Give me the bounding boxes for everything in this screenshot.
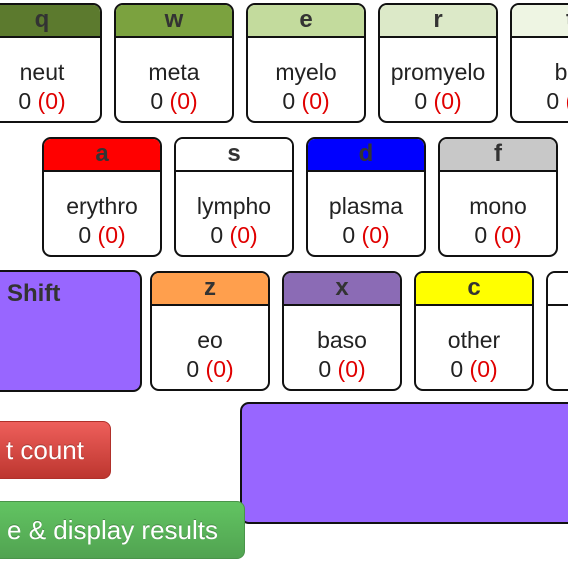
cell-count: 0 (0): [546, 88, 568, 114]
key-letter: s: [176, 139, 292, 172]
cell-type-label: plasma: [328, 193, 404, 219]
cell-count: 0 (0): [282, 88, 330, 114]
shift-key[interactable]: Shift: [0, 270, 142, 392]
save-display-results-button[interactable]: e & display results: [0, 501, 245, 559]
key-c[interactable]: c other 0 (0): [414, 271, 534, 391]
key-letter: a: [44, 139, 160, 172]
key-letter: t: [512, 5, 568, 38]
key-d[interactable]: d plasma 0 (0): [306, 137, 426, 257]
key-letter: e: [248, 5, 364, 38]
key-f[interactable]: f mono 0 (0): [438, 137, 558, 257]
key-letter: f: [440, 139, 556, 172]
key-t[interactable]: t bla 0 (0): [510, 3, 568, 123]
key-r[interactable]: r promyelo 0 (0): [378, 3, 498, 123]
cell-type-label: erythro: [66, 193, 138, 219]
cell-count: 0 (0): [150, 88, 198, 114]
cell-count: 0 (0): [18, 88, 66, 114]
cell-type-label: mono: [469, 193, 527, 219]
space-key[interactable]: [240, 402, 568, 524]
cell-type-label: lympho: [196, 193, 272, 219]
cell-type-label: eo: [197, 327, 223, 353]
cell-type-label: promyelo: [390, 59, 486, 85]
cell-count: 0 (0): [474, 222, 522, 248]
key-letter: z: [152, 273, 268, 306]
shift-label: Shift: [7, 280, 61, 307]
cell-count: 0 (0): [450, 356, 498, 382]
key-letter: [548, 273, 568, 306]
key-s[interactable]: s lympho 0 (0): [174, 137, 294, 257]
cell-count: 0 (0): [186, 356, 234, 382]
cell-count: 0 (0): [342, 222, 390, 248]
cell-type-label: other: [447, 327, 501, 353]
cell-type-label: meta: [148, 59, 200, 85]
cell-type-label: myelo: [275, 59, 337, 85]
cell-count: 0 (0): [210, 222, 258, 248]
key-q[interactable]: q neut 0 (0): [0, 3, 102, 123]
key-letter: w: [116, 5, 232, 38]
cell-type-label: neut: [19, 59, 65, 85]
cell-type-label: bla: [554, 59, 568, 85]
key-e[interactable]: e myelo 0 (0): [246, 3, 366, 123]
cell-count: 0 (0): [414, 88, 462, 114]
key-letter: q: [0, 5, 100, 38]
reset-count-button[interactable]: t count: [0, 421, 111, 479]
key-a[interactable]: a erythro 0 (0): [42, 137, 162, 257]
cell-type-label: baso: [317, 327, 367, 353]
key-letter: x: [284, 273, 400, 306]
key-v[interactable]: [546, 271, 568, 391]
cell-count: 0 (0): [78, 222, 126, 248]
key-z[interactable]: z eo 0 (0): [150, 271, 270, 391]
key-x[interactable]: x baso 0 (0): [282, 271, 402, 391]
key-letter: r: [380, 5, 496, 38]
key-letter: d: [308, 139, 424, 172]
key-letter: c: [416, 273, 532, 306]
cell-count: 0 (0): [318, 356, 366, 382]
key-w[interactable]: w meta 0 (0): [114, 3, 234, 123]
